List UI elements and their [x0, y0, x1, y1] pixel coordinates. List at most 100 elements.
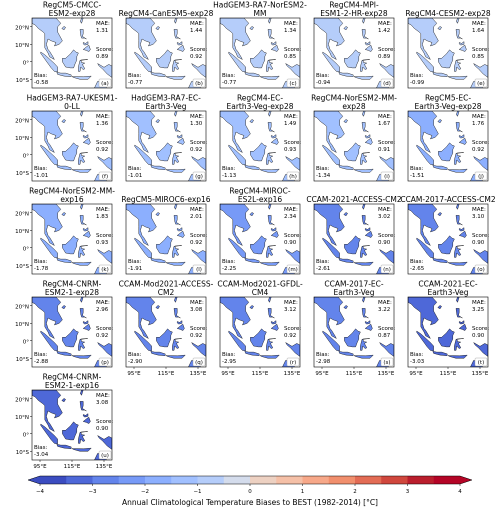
landmass	[165, 75, 186, 80]
landmass	[364, 137, 373, 145]
landmass	[379, 63, 394, 78]
tag-box	[192, 78, 206, 88]
colorbar-bin	[276, 476, 303, 484]
mae-value: 3.08	[190, 307, 203, 313]
landmass	[79, 215, 87, 226]
score-value: 0.90	[284, 240, 297, 246]
colorbar-bin	[171, 476, 198, 484]
mae-value: 1.67	[378, 121, 391, 127]
landmass	[437, 26, 442, 31]
landmass	[174, 204, 178, 210]
landmass	[150, 258, 166, 264]
land	[32, 204, 112, 274]
bias-label: Bias:	[410, 259, 424, 265]
map-frame	[31, 17, 113, 89]
landmass	[249, 119, 254, 124]
panel-title: ESM1-2-HR-exp28	[320, 9, 388, 18]
tag-box	[192, 357, 206, 367]
landmass	[267, 29, 275, 40]
panel-title: RegCM4-NorESM2-MM-	[29, 187, 115, 196]
panel: HadGEM3-RA7-NorESM2-MM MAE:1.34 Score:0.85…	[213, 1, 307, 89]
landmass	[134, 330, 152, 352]
landmass	[78, 152, 88, 165]
colorbar-tick-label: 3	[406, 489, 410, 495]
bias-label: Bias:	[410, 352, 424, 358]
mae-label: MAE:	[284, 114, 298, 120]
bias-value: -1.78	[34, 266, 49, 272]
landmass	[165, 261, 186, 266]
panel: CCAM-Mod2021-GFDL-CM4 MAE:3.12 Score:0.92 B…	[217, 280, 303, 378]
landmass	[82, 416, 91, 424]
colorbar-extend-low	[28, 476, 40, 484]
landmass	[270, 230, 279, 238]
landmass	[71, 354, 92, 359]
landmass	[408, 204, 439, 247]
map-frame	[313, 110, 395, 182]
score-label: Score:	[96, 47, 113, 53]
landmass	[432, 72, 448, 78]
bias-label: Bias:	[34, 352, 48, 358]
panel-tag: (g)	[195, 174, 203, 180]
map-frame	[31, 296, 113, 368]
panel-tag: (r)	[290, 360, 297, 366]
landmass	[250, 142, 267, 162]
landmass	[134, 144, 152, 166]
land	[314, 111, 394, 181]
landmass	[155, 212, 160, 217]
score-value: 0.93	[284, 147, 297, 153]
landmass	[267, 215, 275, 226]
colorbar-bin	[223, 476, 251, 484]
colorbar-label: Annual Climatological Temperature Biases…	[122, 498, 378, 507]
landmass	[156, 142, 173, 162]
landmass	[82, 44, 91, 52]
colorbar-bin	[145, 476, 172, 484]
score-label: Score:	[190, 326, 207, 332]
land	[408, 204, 488, 274]
panel-title: RegCM4-CNRM-	[43, 280, 102, 289]
landmass	[314, 18, 345, 61]
lon-tick-label: 135°E	[190, 371, 207, 377]
lat-tick-label: 10°N	[15, 322, 29, 328]
landmass	[459, 320, 465, 325]
lon-tick-label: 95°E	[33, 464, 47, 470]
panel-title: exp28	[342, 102, 365, 111]
landmass	[156, 49, 173, 69]
landmass	[338, 72, 354, 78]
landmass	[455, 308, 463, 319]
landmass	[361, 308, 369, 319]
panel-title: CCAM-2017-EC-	[324, 280, 384, 289]
mae-value: 1.64	[472, 28, 485, 34]
landmass	[83, 134, 89, 139]
panel-tag: (a)	[101, 81, 109, 87]
mae-label: MAE:	[472, 114, 486, 120]
panel-tag: (i)	[384, 174, 390, 180]
landmass	[259, 261, 280, 266]
landmass	[62, 49, 79, 69]
landmass	[456, 18, 460, 24]
score-label: Score:	[472, 140, 489, 146]
landmass	[177, 227, 183, 232]
colorbar-tick-label: −3	[88, 489, 97, 495]
lat-tick-label: 10°N	[15, 136, 29, 142]
landmass	[176, 137, 185, 145]
landmass	[56, 165, 72, 171]
tag-box	[286, 171, 300, 181]
bias-value: -0.58	[34, 80, 49, 86]
panel: CCAM-Mod2021-ACCESS-CM2 MAE:3.08 Score:0.9…	[119, 280, 214, 378]
landmass	[353, 354, 374, 359]
landmass	[408, 18, 439, 61]
score-value: 0.92	[472, 147, 484, 153]
landmass	[155, 26, 160, 31]
lon-tick-label: 95°E	[409, 371, 423, 377]
landmass	[228, 51, 246, 73]
panel-title: Earth3-Veg-exp28	[414, 102, 481, 111]
landmass	[150, 165, 166, 171]
panel-title: ESM2-1-exp28	[45, 288, 99, 297]
score-value: 0.90	[378, 240, 391, 246]
landmass	[285, 249, 300, 264]
bias-label: Bias:	[222, 166, 236, 172]
landmass	[314, 204, 345, 247]
lat-tick-label: 20°N	[15, 118, 29, 124]
mae-value: 3.12	[284, 307, 296, 313]
